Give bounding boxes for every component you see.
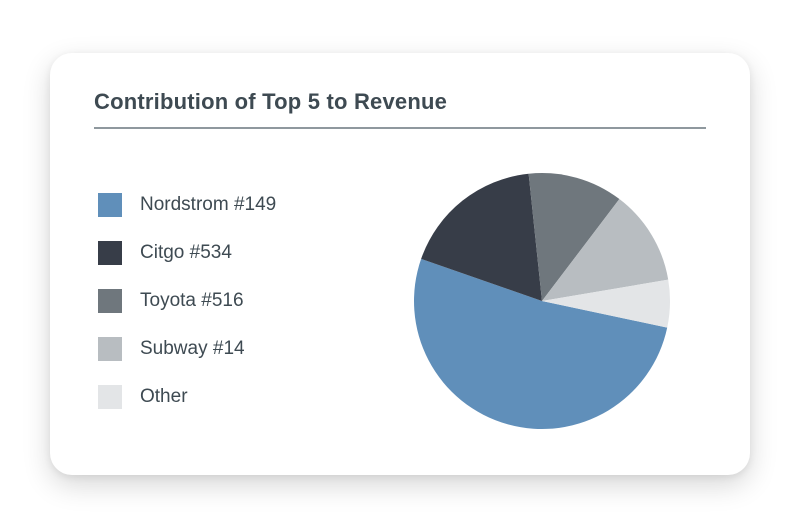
legend-swatch bbox=[98, 193, 122, 217]
divider bbox=[94, 127, 706, 129]
legend-item: Toyota #516 bbox=[98, 289, 276, 313]
card-content: Nordstrom #149 Citgo #534 Toyota #516 Subwa… bbox=[94, 171, 706, 431]
legend-item: Other bbox=[98, 385, 276, 409]
legend-label: Nordstrom #149 bbox=[140, 194, 276, 216]
pie-svg bbox=[412, 171, 672, 431]
card-title: Contribution of Top 5 to Revenue bbox=[94, 89, 706, 115]
legend-label: Toyota #516 bbox=[140, 290, 244, 312]
legend-label: Other bbox=[140, 386, 188, 408]
legend-swatch bbox=[98, 241, 122, 265]
legend-swatch bbox=[98, 289, 122, 313]
legend: Nordstrom #149 Citgo #534 Toyota #516 Subwa… bbox=[94, 193, 276, 409]
legend-item: Citgo #534 bbox=[98, 241, 276, 265]
legend-label: Subway #14 bbox=[140, 338, 245, 360]
revenue-card: Contribution of Top 5 to Revenue Nordstr… bbox=[50, 53, 750, 475]
legend-swatch bbox=[98, 385, 122, 409]
legend-label: Citgo #534 bbox=[140, 242, 232, 264]
legend-item: Nordstrom #149 bbox=[98, 193, 276, 217]
legend-swatch bbox=[98, 337, 122, 361]
legend-item: Subway #14 bbox=[98, 337, 276, 361]
pie-chart bbox=[412, 171, 672, 431]
